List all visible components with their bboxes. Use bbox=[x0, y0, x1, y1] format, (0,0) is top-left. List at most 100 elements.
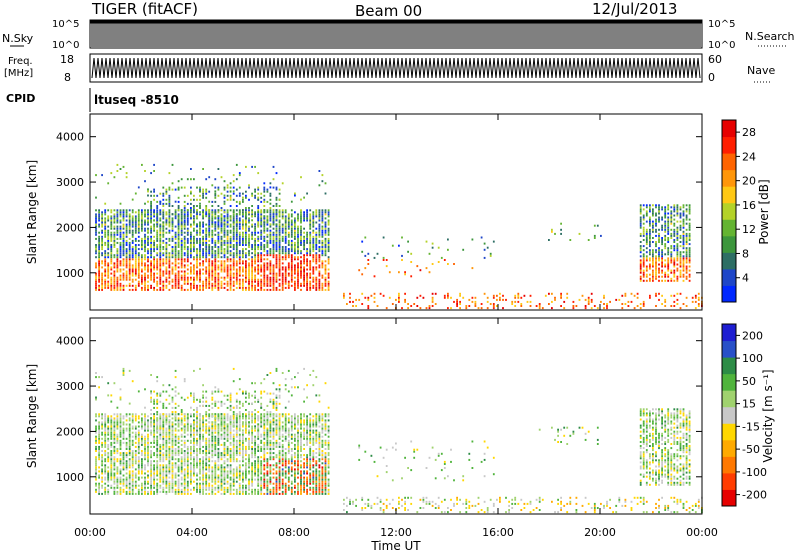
echo-cell bbox=[101, 492, 103, 495]
echo-cell bbox=[125, 456, 128, 459]
echo-cell bbox=[190, 266, 192, 269]
echo-cell bbox=[153, 163, 155, 166]
echo-cell bbox=[287, 219, 290, 222]
echo-cell bbox=[159, 252, 162, 255]
echo-cell bbox=[153, 427, 155, 430]
echo-cell bbox=[349, 292, 351, 295]
echo-cell bbox=[131, 231, 134, 234]
echo-cell bbox=[278, 188, 281, 191]
echo-cell bbox=[223, 244, 226, 246]
echo-cell bbox=[205, 256, 208, 259]
echo-cell bbox=[257, 284, 260, 287]
echo-cell bbox=[174, 215, 177, 218]
echo-cell bbox=[324, 282, 327, 285]
echo-cell bbox=[287, 284, 290, 287]
echo-cell bbox=[101, 225, 103, 228]
echo-cell bbox=[245, 252, 247, 255]
echo-cell bbox=[312, 239, 315, 242]
echo-cell bbox=[257, 280, 260, 283]
echo-cell bbox=[193, 246, 195, 248]
echo-cell bbox=[174, 441, 177, 444]
echo-cell bbox=[367, 263, 370, 265]
echo-cell bbox=[688, 275, 691, 278]
echo-cell bbox=[107, 241, 110, 244]
echo-cell bbox=[306, 213, 308, 216]
echo-cell bbox=[122, 441, 125, 444]
echo-cell bbox=[131, 280, 134, 283]
echo-cell bbox=[119, 270, 122, 273]
echo-cell bbox=[98, 235, 100, 238]
echo-cell bbox=[352, 300, 354, 303]
echo-cell bbox=[278, 229, 281, 232]
echo-cell bbox=[122, 372, 125, 374]
echo-cell bbox=[229, 286, 232, 289]
echo-cell bbox=[398, 244, 400, 247]
echo-cell bbox=[177, 200, 180, 203]
echo-cell bbox=[312, 223, 315, 226]
echo-cell bbox=[321, 244, 324, 246]
echo-cell bbox=[327, 248, 330, 251]
echo-cell bbox=[168, 202, 171, 205]
echo-cell bbox=[104, 460, 107, 463]
echo-cell bbox=[294, 266, 296, 269]
echo-cell bbox=[153, 227, 155, 230]
echo-cell bbox=[165, 248, 168, 251]
echo-cell bbox=[655, 269, 657, 272]
echo-cell bbox=[676, 230, 679, 233]
echo-cell bbox=[232, 284, 235, 287]
echo-cell bbox=[278, 192, 281, 195]
echo-cell bbox=[226, 244, 229, 246]
echo-cell bbox=[202, 241, 204, 244]
echo-cell bbox=[670, 305, 673, 307]
echo-cell bbox=[208, 200, 211, 203]
echo-cell bbox=[153, 276, 155, 279]
echo-cell bbox=[174, 406, 177, 409]
echo-cell bbox=[156, 376, 159, 379]
echo-cell bbox=[153, 476, 155, 479]
echo-cell bbox=[119, 241, 122, 244]
echo-cell bbox=[272, 221, 275, 224]
echo-cell bbox=[134, 450, 137, 452]
echo-cell bbox=[131, 413, 134, 416]
echo-cell bbox=[162, 445, 165, 448]
echo-cell bbox=[272, 165, 275, 168]
echo-cell bbox=[168, 384, 171, 387]
echo-cell bbox=[266, 227, 269, 230]
echo-cell bbox=[238, 219, 241, 222]
echo-cell bbox=[639, 265, 642, 268]
echo-cell bbox=[168, 229, 171, 232]
echo-cell bbox=[287, 262, 290, 265]
echo-cell bbox=[321, 252, 324, 255]
echo-cell bbox=[649, 296, 651, 299]
echo-cell bbox=[284, 272, 287, 275]
echo-cell bbox=[232, 221, 235, 224]
echo-cell bbox=[431, 292, 434, 295]
echo-cell bbox=[150, 425, 152, 428]
echo-cell bbox=[150, 474, 152, 477]
echo-cell bbox=[125, 272, 128, 275]
echo-cell bbox=[260, 260, 263, 263]
echo-cell bbox=[183, 254, 186, 257]
echo-cell bbox=[174, 264, 177, 267]
echo-cell bbox=[685, 214, 688, 217]
echo-cell bbox=[235, 286, 238, 289]
echo-cell bbox=[190, 288, 192, 291]
echo-cell bbox=[128, 256, 131, 259]
echo-cell bbox=[649, 263, 651, 266]
echo-cell bbox=[217, 248, 220, 251]
echo-cell bbox=[499, 298, 501, 301]
echo-cell bbox=[110, 260, 113, 263]
echo-cell bbox=[153, 266, 155, 269]
echo-cell bbox=[315, 239, 318, 242]
echo-cell bbox=[153, 482, 155, 485]
echo-cell bbox=[95, 425, 97, 428]
echo-cell bbox=[98, 278, 100, 281]
echo-cell bbox=[242, 192, 244, 195]
echo-cell bbox=[379, 292, 382, 295]
echo-cell bbox=[101, 254, 103, 257]
echo-cell bbox=[269, 209, 272, 212]
echo-cell bbox=[312, 229, 315, 232]
echo-cell bbox=[685, 208, 688, 211]
echo-cell bbox=[664, 253, 667, 256]
echo-cell bbox=[300, 237, 302, 240]
